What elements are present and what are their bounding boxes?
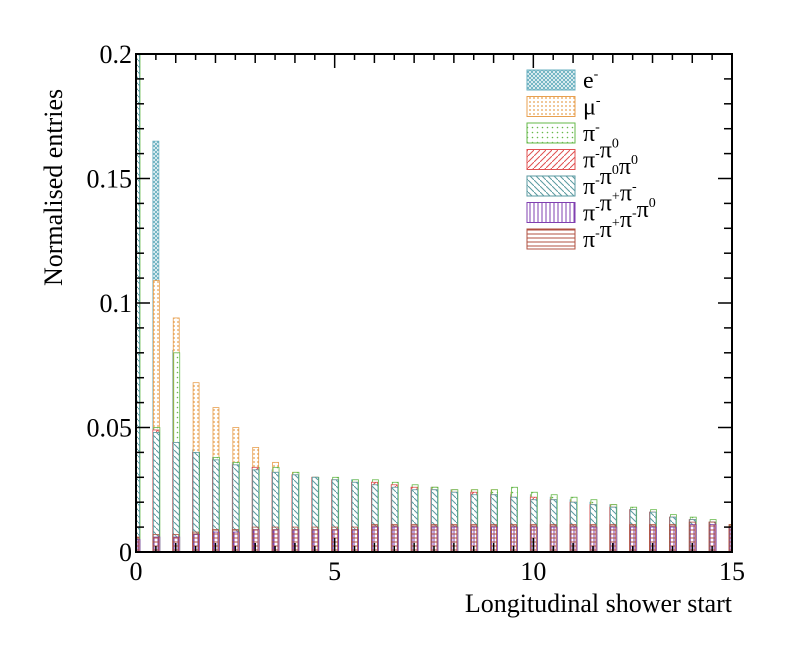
legend-label: π-π+π-π0 <box>583 196 656 253</box>
bar-pi-pi0pi0-18 <box>490 494 498 552</box>
bar-pi-pi0pi0-10 <box>331 479 339 552</box>
tick-labels-layer: 0 5 10 15 0 0.05 0.1 0.15 0.2 <box>87 40 746 586</box>
legend-swatch <box>526 69 576 91</box>
bars-layer <box>136 54 732 552</box>
x-tick-label: 15 <box>719 557 745 586</box>
legend-swatch <box>526 175 576 197</box>
legend-swatch <box>526 122 576 144</box>
bar-pi-pi+pi-pi0-3 <box>192 531 200 552</box>
bar-pi-pi+pi-pi0-5 <box>231 529 239 552</box>
series-e- <box>136 54 732 552</box>
bar-pi-pi0pi0-14 <box>411 489 419 552</box>
bar-pi-pi0pi0-2 <box>172 442 180 552</box>
bar-pi-pi0pi0-17 <box>470 494 478 552</box>
legend-swatch <box>526 149 576 170</box>
legend-swatch <box>526 228 576 250</box>
bar-pi-pi0pi0-8 <box>292 474 299 552</box>
bar-pi-pi+pi-pi0-1 <box>152 534 160 552</box>
legend-item-mu-: μ- <box>526 94 601 121</box>
legend-item-e-: e- <box>526 67 599 94</box>
y-tick-label: 0.05 <box>87 414 133 443</box>
bar-pi-pi0pi0-7 <box>272 471 279 552</box>
bar-pi-pi0pi0-13 <box>391 486 399 552</box>
y-tick-label: 0.2 <box>100 40 133 69</box>
bar-pi-pi+pi-pi0-4 <box>212 529 219 552</box>
legend-label: μ- <box>583 94 601 121</box>
legend-item-pi-pi+pi-: π-π+π- <box>526 180 637 227</box>
x-axis-title: Longitudinal shower start <box>465 589 733 618</box>
legend-swatch <box>526 202 576 223</box>
legend-item-pi-pi+pi-pi0: π-π+π-π0 <box>526 196 656 253</box>
series-pi-pi0 <box>136 54 732 552</box>
legend-item-pi-pi0pi0: π-π0π0 <box>526 153 638 200</box>
y-axis-title: Normalised entries <box>39 89 68 286</box>
series-pi-pi0pi0 <box>136 54 732 552</box>
legend-label: e- <box>583 67 599 94</box>
legend-label: π- <box>583 120 600 147</box>
legend-label: π-π0π0 <box>583 153 638 200</box>
y-tick-label: 0.1 <box>100 289 133 318</box>
bar-pi-pi0pi0-15 <box>431 489 438 552</box>
y-tick-label: 0 <box>119 538 132 567</box>
bar-mu--1 <box>152 280 160 552</box>
series-mu- <box>136 54 732 552</box>
series-pi- <box>136 54 732 552</box>
plot-frame <box>135 53 733 553</box>
x-tick-label: 5 <box>328 557 341 586</box>
legend-swatch <box>526 96 576 117</box>
x-tick-label: 0 <box>130 557 143 586</box>
bar-pi-pi0pi0-5 <box>232 464 240 552</box>
bar-pi-pi0pi0-11 <box>351 481 359 552</box>
series-pi-pi+pi-pi0 <box>136 521 732 552</box>
bar-pi-pi0pi0-1 <box>152 432 160 552</box>
bar-pi-pi+pi-pi0-0 <box>136 536 140 552</box>
legend-item-pi-pi0: π-π0 <box>526 137 619 174</box>
y-tick-label: 0.15 <box>87 165 133 194</box>
legend-item-pi-: π- <box>526 120 600 147</box>
legend-label: π-π0 <box>583 137 619 174</box>
x-tick-label: 10 <box>520 557 546 586</box>
ticks-layer <box>135 53 733 553</box>
legend-label: π-π+π- <box>583 180 637 227</box>
bar-pi-pi+pi-pi0-30 <box>728 524 732 552</box>
